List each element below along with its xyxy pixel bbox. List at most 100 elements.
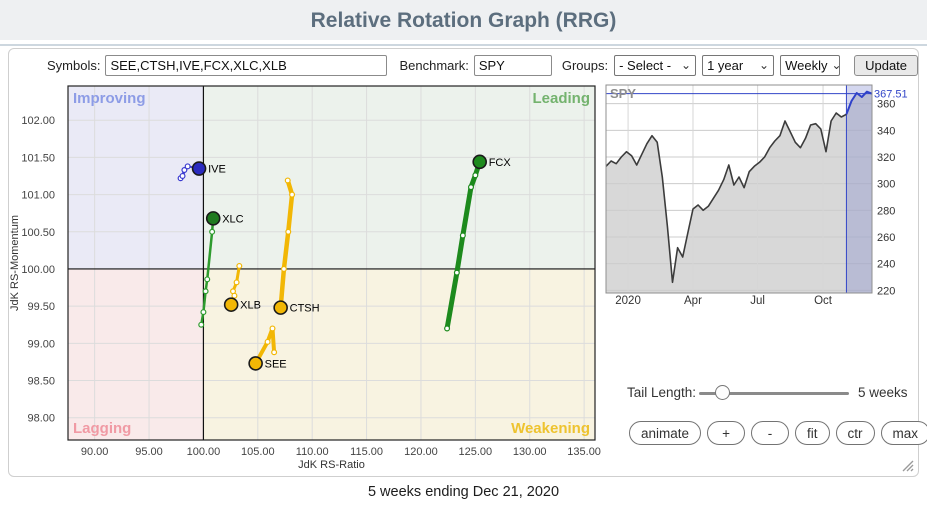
marker-XLC[interactable]: [205, 211, 221, 226]
x-tick-label: 90.00: [81, 446, 109, 458]
price-line-tail: [845, 90, 873, 115]
marker-CTSH[interactable]: [273, 300, 288, 315]
resize-handle[interactable]: [900, 458, 914, 472]
toolbar: Symbols: Benchmark: Groups: - Select - ⌄…: [9, 53, 919, 77]
symbol-label-IVE[interactable]: IVE: [208, 164, 226, 176]
symbol-label-FCX[interactable]: FCX: [489, 157, 512, 169]
center-button[interactable]: ctr: [835, 421, 875, 445]
marker-IVE[interactable]: [191, 161, 207, 176]
x-tick-label: 105.00: [241, 446, 275, 458]
quadrant-lagging: [68, 268, 204, 440]
x-tick-label: 115.00: [350, 446, 383, 458]
y-tick-label: 101.00: [21, 190, 55, 202]
trail-point-XLC: [202, 288, 209, 295]
range-select-value: 1 year: [707, 57, 744, 73]
marker-XLB[interactable]: [223, 297, 239, 312]
spy-y-tick-label: 260: [877, 232, 895, 244]
trail-point-XLC: [204, 276, 211, 283]
spy-y-tick-label: 220: [877, 285, 895, 297]
maximize-button[interactable]: max: [880, 421, 927, 445]
x-tick-label: 110.00: [296, 446, 329, 458]
animate-button[interactable]: animate: [629, 421, 702, 445]
tail-length-value: 5 weeks: [858, 385, 908, 400]
quadrant-label-improving: Improving: [73, 90, 146, 107]
y-tick-label: 100.00: [21, 264, 55, 276]
y-tick-label: 101.50: [21, 152, 55, 164]
y-tick-label: 102.00: [21, 115, 55, 127]
benchmark-input[interactable]: [473, 54, 552, 76]
marker-SEE[interactable]: [248, 356, 263, 371]
trail-point-FCX: [472, 172, 479, 179]
y-tick-label: 99.00: [27, 338, 55, 350]
spy-y-tick-label: 340: [877, 125, 895, 137]
quadrant-label-weakening: Weakening: [511, 420, 590, 437]
groups-select[interactable]: - Select - ⌄: [614, 54, 697, 76]
fit-button[interactable]: fit: [795, 421, 830, 445]
y-tick-label: 98.00: [27, 413, 55, 425]
quadrant-label-leading: Leading: [532, 90, 590, 107]
x-tick-label: 95.00: [135, 446, 163, 458]
spy-y-tick-label: 240: [877, 259, 895, 271]
quadrant-label-lagging: Lagging: [73, 420, 131, 437]
zoom-in-button[interactable]: +: [707, 421, 746, 445]
spy-y-tick-label: 280: [877, 205, 895, 217]
spy-y-tick-label: 360: [877, 99, 895, 111]
trail-point-IVE: [179, 172, 186, 179]
x-tick-label: 120.00: [404, 446, 438, 458]
x-tick-label: 130.00: [513, 446, 547, 458]
trail-point-XLC: [209, 228, 216, 235]
trail-point-CTSH: [284, 177, 291, 184]
page-title: Relative Rotation Graph (RRG): [310, 9, 617, 32]
trail-point-CTSH: [280, 265, 287, 272]
range-select[interactable]: 1 year ⌄: [702, 54, 775, 76]
update-button[interactable]: Update: [854, 54, 919, 76]
spy-x-tick-label: Jul: [750, 295, 765, 307]
x-tick-label: 100.00: [187, 446, 221, 458]
spy-x-tick-label: Apr: [684, 295, 702, 307]
y-tick-label: 98.50: [27, 376, 55, 388]
quadrant-leading: [203, 86, 595, 269]
groups-label: Groups:: [561, 57, 609, 73]
spy-y-tick-label: 300: [877, 179, 895, 191]
trail-point-XLB: [231, 292, 238, 299]
rrg-panel: Symbols: Benchmark: Groups: - Select - ⌄…: [8, 48, 927, 477]
spy-last-price-label: 367.51: [874, 89, 908, 101]
x-tick-label: 125.00: [459, 446, 493, 458]
spy-y-tick-label: 320: [877, 152, 895, 164]
trail-point-FCX: [459, 232, 466, 239]
chevron-down-icon: ⌄: [681, 58, 692, 72]
tail-length-control: Tail Length: 5 weeks: [627, 383, 915, 403]
symbol-label-SEE[interactable]: SEE: [265, 358, 287, 370]
trail-point-CTSH: [289, 191, 296, 198]
date-range-caption: 5 weeks ending Dec 21, 2020: [367, 484, 560, 500]
rrg-chart[interactable]: Improving Leading Lagging Weakening 90.00 95.…: [9, 79, 609, 476]
trail-point-XLB: [236, 262, 243, 269]
tail-length-slider[interactable]: [699, 392, 849, 395]
tail-highlight-band: [845, 84, 873, 294]
chart-buttons: animate + - fit ctr max: [629, 421, 927, 445]
spy-title: SPY: [610, 86, 636, 101]
tail-length-handle[interactable]: [715, 385, 730, 400]
trail-SEE: [253, 326, 277, 366]
x-tick-label: 135.00: [567, 446, 601, 458]
marker-FCX[interactable]: [472, 154, 488, 170]
trail-point-SEE: [264, 338, 271, 345]
zoom-out-button[interactable]: -: [751, 421, 790, 445]
trail-point-IVE: [181, 167, 188, 174]
spy-x-tick-label: 2020: [615, 295, 641, 307]
chevron-down-icon: ⌄: [759, 58, 770, 72]
trail-point-SEE: [271, 349, 278, 356]
trail-point-IVE: [184, 163, 191, 170]
trail-point-FCX: [453, 269, 460, 276]
symbol-label-CTSH[interactable]: CTSH: [290, 303, 320, 315]
timeframe-select[interactable]: Weekly ⌄: [780, 54, 842, 76]
symbol-label-XLB[interactable]: XLB: [240, 300, 261, 312]
symbol-label-XLC[interactable]: XLC: [222, 213, 243, 225]
symbols-input[interactable]: [105, 54, 388, 76]
trail-point-FCX: [444, 325, 451, 332]
app-header: Relative Rotation Graph (RRG): [0, 0, 927, 40]
y-tick-label: 100.50: [21, 227, 55, 239]
tail-length-label: Tail Length:: [627, 385, 697, 400]
chevron-down-icon: ⌄: [831, 58, 842, 72]
